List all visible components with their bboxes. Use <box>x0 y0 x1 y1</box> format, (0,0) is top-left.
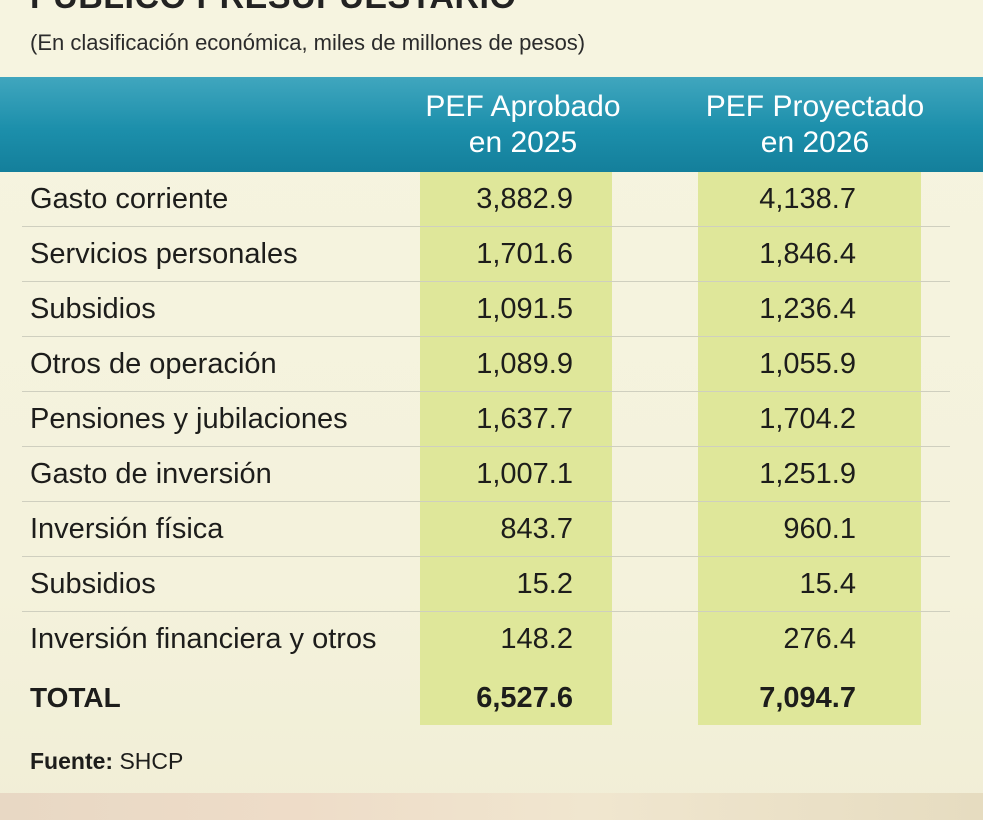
value-2026: 960.1 <box>783 513 856 545</box>
column-header-2026: PEF Proyectado en 2026 <box>705 90 925 159</box>
row-divider <box>22 336 950 337</box>
total-value-2026: 7,094.7 <box>759 682 856 714</box>
table-header-band <box>0 77 983 172</box>
row-divider <box>22 501 950 502</box>
row-label: Gasto corriente <box>30 183 229 215</box>
value-2025: 1,089.9 <box>476 348 573 380</box>
row-label: Inversión financiera y otros <box>30 623 377 655</box>
value-2026: 4,138.7 <box>759 183 856 215</box>
row-divider <box>22 391 950 392</box>
row-divider <box>22 281 950 282</box>
chart-subtitle: (En clasificación económica, miles de mi… <box>30 30 586 55</box>
value-2025: 3,882.9 <box>476 183 573 215</box>
table-row: Servicios personales 1,701.6 1,846.4 <box>0 227 983 282</box>
row-label: Inversión física <box>30 513 224 545</box>
total-label: TOTAL <box>30 682 121 713</box>
value-2026: 15.4 <box>799 568 856 600</box>
table-row: Inversión física 843.7 960.1 <box>0 502 983 557</box>
source-note: Fuente: SHCP <box>30 748 183 775</box>
row-divider <box>22 226 950 227</box>
value-2026: 276.4 <box>783 623 856 655</box>
table-row: Subsidios 1,091.5 1,236.4 <box>0 282 983 337</box>
value-2026: 1,251.9 <box>759 458 856 490</box>
total-value-2025: 6,527.6 <box>476 682 573 714</box>
chart-title: PÚBLICO PRESUPUESTARIO <box>30 0 516 17</box>
row-label: Subsidios <box>30 293 156 325</box>
value-2025: 15.2 <box>516 568 573 600</box>
row-label: Servicios personales <box>30 238 298 270</box>
source-label: Fuente: <box>30 748 114 774</box>
table-row: Pensiones y jubilaciones 1,637.7 1,704.2 <box>0 392 983 447</box>
row-divider <box>22 446 950 447</box>
value-2025: 843.7 <box>500 513 573 545</box>
bottom-image-strip <box>0 793 983 820</box>
source-value: SHCP <box>119 748 184 774</box>
value-2025: 1,007.1 <box>476 458 573 490</box>
value-2026: 1,704.2 <box>759 403 856 435</box>
table-row: Otros de operación 1,089.9 1,055.9 <box>0 337 983 392</box>
table-row: Inversión financiera y otros 148.2 276.4 <box>0 612 983 667</box>
row-label: Subsidios <box>30 568 156 600</box>
row-label: Gasto de inversión <box>30 458 272 490</box>
value-2026: 1,846.4 <box>759 238 856 270</box>
value-2026: 1,055.9 <box>759 348 856 380</box>
table-row: Gasto de inversión 1,007.1 1,251.9 <box>0 447 983 502</box>
column-highlight-2026 <box>698 172 921 725</box>
table-total-row: TOTAL 6,527.6 7,094.7 <box>0 667 983 729</box>
value-2025: 148.2 <box>500 623 573 655</box>
row-label: Pensiones y jubilaciones <box>30 403 348 435</box>
table-row: Gasto corriente 3,882.9 4,138.7 <box>0 172 983 227</box>
value-2026: 1,236.4 <box>759 293 856 325</box>
value-2025: 1,091.5 <box>476 293 573 325</box>
column-highlight-2025 <box>420 172 612 725</box>
row-label: Otros de operación <box>30 348 277 380</box>
value-2025: 1,637.7 <box>476 403 573 435</box>
column-header-2025: PEF Aprobado en 2025 <box>425 90 621 159</box>
table-row: Subsidios 15.2 15.4 <box>0 557 983 612</box>
row-divider <box>22 556 950 557</box>
value-2025: 1,701.6 <box>476 238 573 270</box>
row-divider <box>22 611 950 612</box>
